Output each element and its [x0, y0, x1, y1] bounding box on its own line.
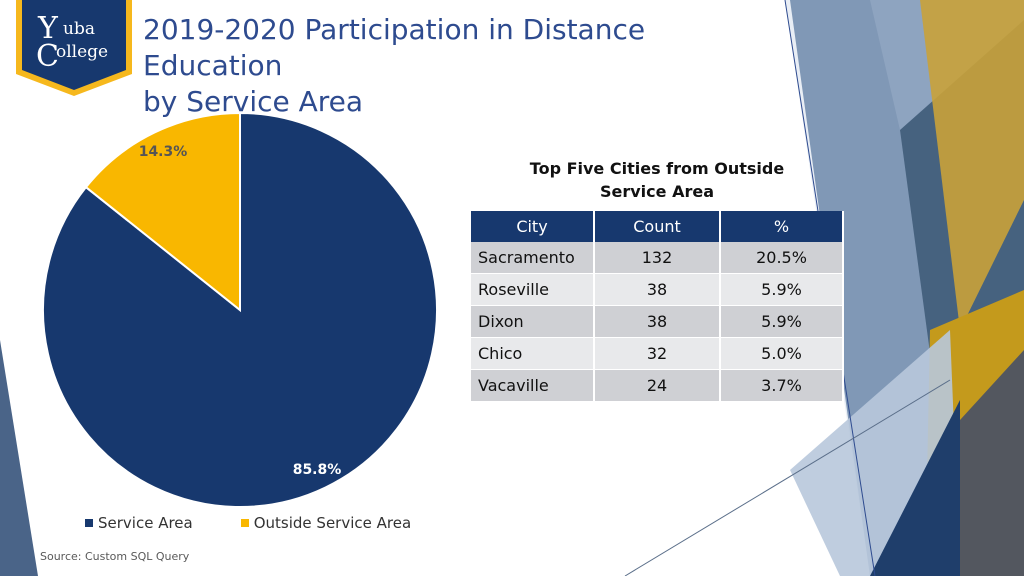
- legend-label-service-area: Service Area: [98, 514, 193, 532]
- legend-label-outside-service-area: Outside Service Area: [253, 514, 412, 532]
- chart-legend: Service Area Outside Service Area: [85, 514, 411, 532]
- cell-city: Vacaville: [471, 369, 595, 402]
- pie-label-service-area: 85.8%: [293, 462, 342, 478]
- pie-slice-outside-service-area: [84, 111, 241, 313]
- cell-percent: 20.5%: [720, 242, 844, 274]
- table-row: Sacramento 132 20.5%: [471, 242, 844, 274]
- header-percent: %: [720, 211, 844, 242]
- header-city: City: [471, 211, 595, 242]
- college-logo: Y uba C ollege: [16, 0, 132, 96]
- table-row: Vacaville 24 3.7%: [471, 369, 844, 402]
- table-title-line-1: Top Five Cities from Outside: [529, 159, 785, 178]
- table-title-line-2: Service Area: [599, 182, 714, 201]
- cell-count: 24: [594, 369, 721, 402]
- logo-initial-c: C: [36, 39, 59, 74]
- header-count: Count: [594, 211, 721, 242]
- pie-chart: 85.8% 14.3%: [42, 111, 438, 508]
- legend-item-outside-service-area: Outside Service Area: [240, 514, 412, 532]
- cell-count: 132: [594, 242, 721, 274]
- logo-text-line2: ollege: [56, 42, 108, 62]
- source-note: Source: Custom SQL Query: [40, 550, 190, 563]
- cell-count: 32: [594, 337, 721, 370]
- cell-percent: 5.9%: [720, 273, 844, 306]
- cell-percent: 5.0%: [720, 337, 844, 370]
- table-row: Dixon 38 5.9%: [471, 305, 844, 338]
- logo-shield-inner: [22, 0, 126, 90]
- legend-swatch-outside-service-area: [240, 519, 249, 527]
- legend-item-service-area: Service Area: [85, 514, 193, 532]
- title-line-1: 2019-2020 Participation in Distance Educ…: [143, 13, 646, 82]
- cell-city: Sacramento: [471, 242, 595, 274]
- legend-swatch-service-area: [85, 519, 93, 527]
- page-title: 2019-2020 Participation in Distance Educ…: [143, 12, 793, 120]
- table-row: Chico 32 5.0%: [471, 337, 844, 370]
- cell-city: Chico: [471, 337, 595, 370]
- table-row: Roseville 38 5.9%: [471, 273, 844, 306]
- cell-city: Roseville: [471, 273, 595, 306]
- cell-count: 38: [594, 273, 721, 306]
- logo-text-line1: uba: [63, 19, 95, 39]
- cities-table: City Count % Sacramento 132 20.5% Rosevi…: [471, 211, 844, 402]
- logo-initial-y: Y: [37, 11, 59, 46]
- cell-count: 38: [594, 305, 721, 338]
- cell-percent: 3.7%: [720, 369, 844, 402]
- pie-label-outside-service-area: 14.3%: [139, 144, 188, 160]
- cell-percent: 5.9%: [720, 305, 844, 338]
- table-title: Top Five Cities from Outside Service Are…: [500, 157, 814, 203]
- table-header-row: City Count %: [471, 211, 844, 242]
- cell-city: Dixon: [471, 305, 595, 338]
